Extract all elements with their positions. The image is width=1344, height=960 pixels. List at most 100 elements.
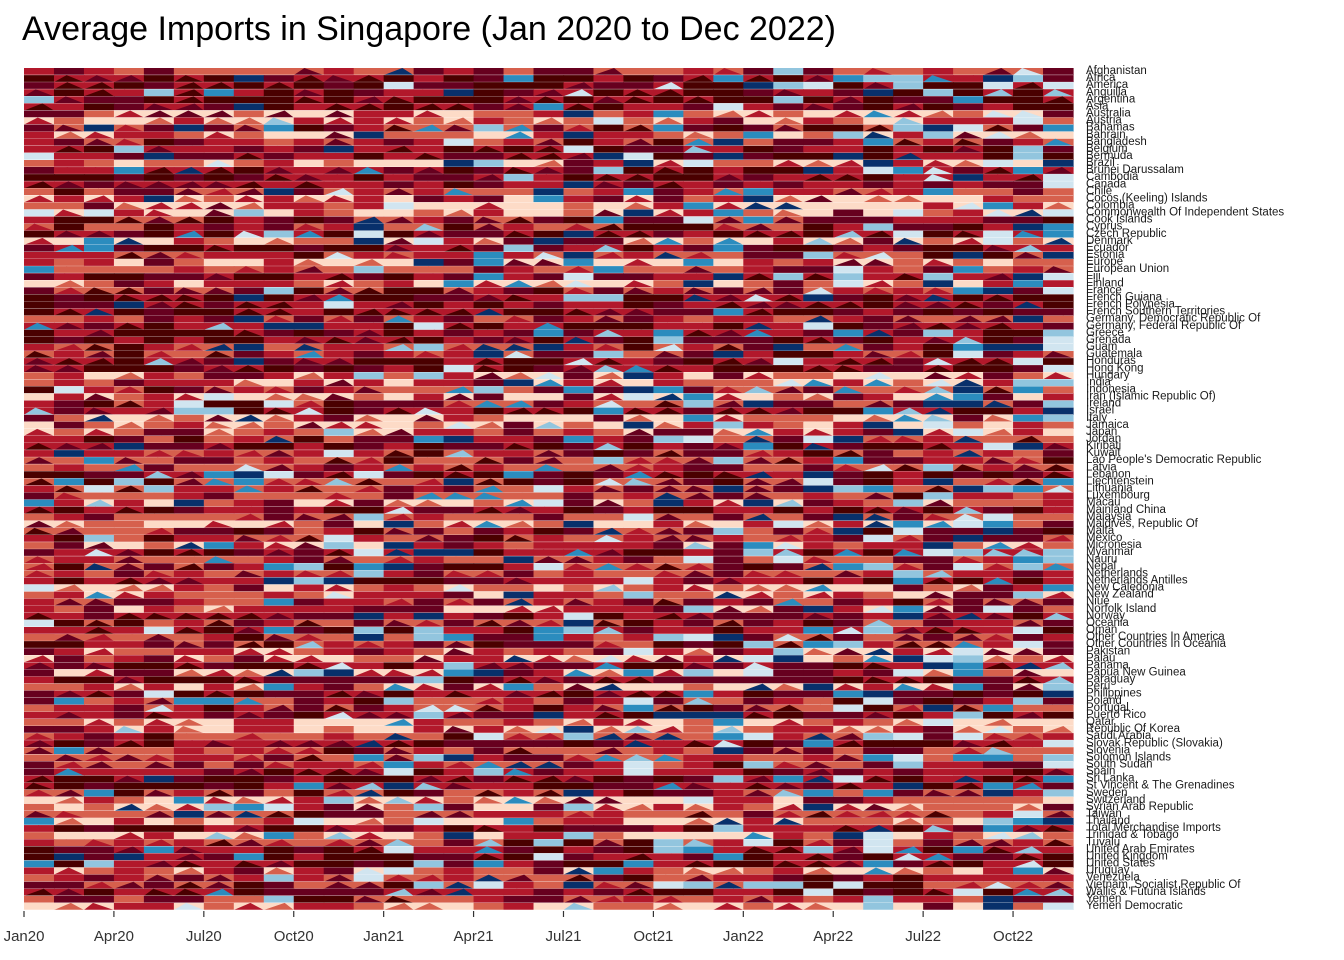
- horizon-band: [353, 343, 385, 352]
- horizon-band: [53, 499, 85, 507]
- horizon-band: [83, 626, 114, 635]
- horizon-band: [263, 202, 295, 210]
- horizon-band: [1043, 223, 1074, 231]
- horizon-band: [1013, 619, 1044, 627]
- horizon-band: [803, 336, 834, 344]
- horizon-band: [623, 96, 654, 104]
- horizon-band: [623, 294, 654, 302]
- horizon-band: [443, 365, 475, 373]
- horizon-band: [24, 188, 55, 196]
- horizon-band: [563, 570, 595, 578]
- horizon-band: [53, 605, 85, 613]
- horizon-row: [24, 761, 1074, 769]
- horizon-band: [923, 294, 954, 302]
- horizon-band: [683, 315, 714, 323]
- horizon-band: [203, 195, 235, 203]
- horizon-band: [563, 421, 595, 429]
- horizon-band: [713, 365, 744, 373]
- horizon-band: [563, 230, 595, 238]
- horizon-band: [203, 68, 235, 76]
- horizon-band: [53, 287, 84, 295]
- horizon-band: [683, 641, 714, 649]
- horizon-band: [53, 209, 84, 217]
- horizon-band: [173, 591, 205, 599]
- horizon-band: [113, 188, 145, 196]
- horizon-band: [983, 407, 1014, 415]
- horizon-band: [1043, 110, 1074, 118]
- horizon-band: [953, 301, 984, 309]
- horizon-band: [203, 747, 235, 755]
- horizon-band: [24, 110, 55, 118]
- horizon-band: [773, 131, 804, 139]
- horizon-band: [593, 612, 625, 620]
- horizon-band: [1013, 322, 1044, 330]
- horizon-band: [863, 584, 894, 592]
- horizon-band: [563, 322, 595, 330]
- horizon-band: [263, 549, 294, 557]
- horizon-band: [653, 775, 684, 783]
- horizon-band: [683, 563, 714, 571]
- horizon-band: [953, 527, 984, 535]
- horizon-band: [473, 159, 505, 168]
- horizon-band: [923, 718, 954, 727]
- horizon-band: [203, 726, 235, 734]
- horizon-row: [24, 556, 1074, 564]
- horizon-band: [233, 478, 265, 486]
- horizon-band: [1043, 492, 1074, 500]
- horizon-band: [1013, 740, 1044, 748]
- horizon-band: [983, 761, 1014, 769]
- horizon-band: [83, 68, 115, 76]
- horizon-band: [293, 152, 325, 160]
- horizon-band: [83, 117, 114, 125]
- horizon-band: [863, 556, 894, 564]
- horizon-band: [893, 612, 924, 620]
- horizon-band: [293, 259, 324, 267]
- horizon-band: [533, 407, 564, 415]
- horizon-band: [83, 598, 114, 606]
- horizon-band: [443, 556, 474, 564]
- horizon-band: [473, 68, 505, 76]
- horizon-band: [353, 669, 384, 677]
- horizon-band: [533, 754, 565, 762]
- horizon-band: [653, 167, 684, 175]
- horizon-band: [83, 683, 115, 691]
- horizon-band: [563, 428, 595, 436]
- horizon-band: [53, 619, 85, 627]
- horizon-band: [713, 343, 744, 352]
- horizon-band: [443, 237, 475, 245]
- horizon-band: [323, 676, 355, 684]
- horizon-band: [653, 457, 684, 465]
- horizon-band: [473, 478, 504, 486]
- horizon-band: [143, 209, 174, 217]
- horizon-band: [653, 230, 684, 238]
- horizon-band: [143, 117, 174, 125]
- horizon-band: [803, 301, 834, 309]
- horizon-band: [383, 117, 414, 125]
- horizon-band: [1043, 711, 1074, 719]
- horizon-band: [473, 202, 504, 210]
- horizon-band: [353, 683, 385, 691]
- horizon-band: [803, 733, 834, 741]
- horizon-band: [833, 251, 864, 260]
- horizon-band: [533, 683, 565, 691]
- horizon-band: [1013, 244, 1044, 252]
- horizon-band: [773, 428, 804, 436]
- horizon-row: [24, 577, 1074, 585]
- horizon-band: [863, 152, 894, 160]
- horizon-band: [593, 167, 625, 175]
- horizon-band: [233, 499, 265, 507]
- horizon-band: [233, 733, 264, 741]
- horizon-band: [83, 556, 115, 564]
- horizon-band: [323, 379, 354, 387]
- horizon-band: [473, 747, 505, 755]
- horizon-band: [83, 726, 115, 734]
- horizon-band: [203, 711, 235, 719]
- horizon-band: [593, 407, 625, 415]
- horizon-band: [143, 280, 175, 288]
- horizon-band: [53, 485, 84, 493]
- horizon-band: [413, 329, 444, 337]
- horizon-band: [833, 711, 864, 719]
- horizon-band: [413, 117, 445, 125]
- horizon-row: [24, 443, 1074, 451]
- horizon-band: [593, 478, 624, 486]
